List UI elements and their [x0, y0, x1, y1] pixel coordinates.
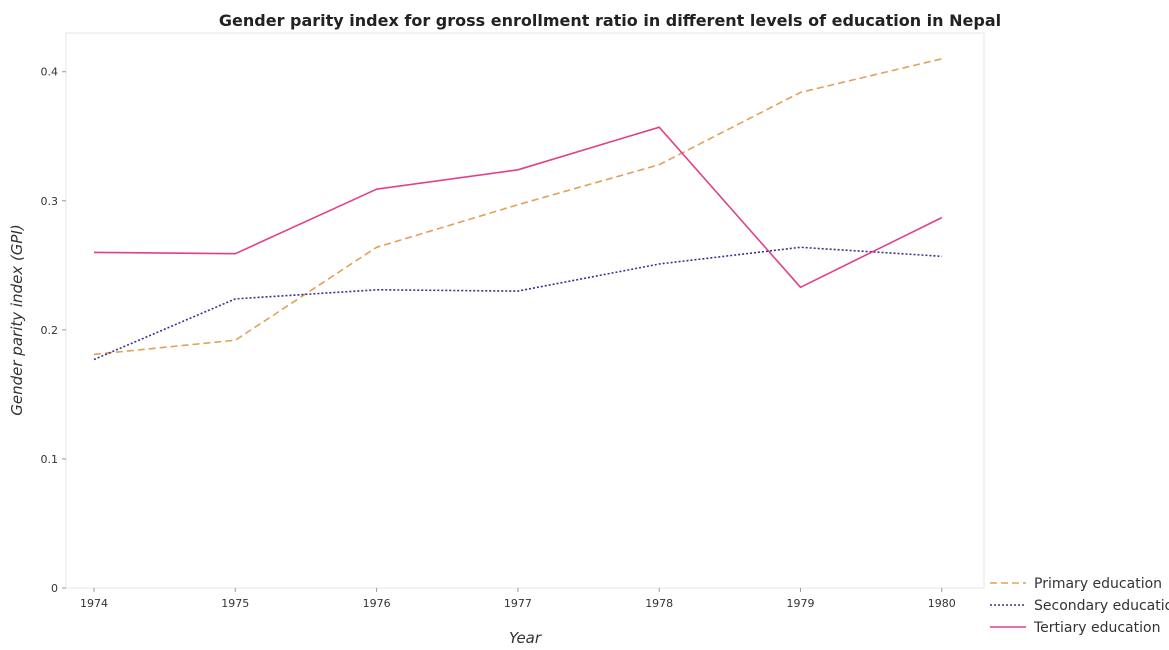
x-tick-label: 1978	[645, 597, 673, 610]
series-line-tertiary-education	[93, 126, 943, 289]
y-tick-label: 0.2	[41, 324, 59, 337]
legend-label-secondary-education: Secondary education	[1034, 598, 1169, 614]
y-tick-label: 0.1	[41, 453, 59, 466]
series-line-primary-education	[93, 58, 942, 356]
legend-label-tertiary-education: Tertiary education	[1033, 620, 1160, 636]
y-tick-label: 0.4	[41, 66, 59, 79]
y-tick-label: 0	[51, 582, 58, 595]
chart-title: Gender parity index for gross enrollment…	[219, 11, 1001, 30]
x-axis-label: Year	[509, 629, 542, 647]
x-tick-label: 1980	[928, 597, 956, 610]
y-tick-label: 0.3	[41, 195, 59, 208]
legend-label-primary-education: Primary education	[1034, 576, 1162, 592]
x-tick-label: 1977	[504, 597, 532, 610]
series-line-secondary-education	[93, 246, 942, 361]
x-tick-label: 1979	[787, 597, 815, 610]
x-tick-label: 1974	[80, 597, 108, 610]
x-axis: 1974 1975 1976 1977 1978 1979 1980	[80, 588, 956, 610]
plot-area	[65, 32, 985, 589]
series-layer	[93, 58, 943, 361]
x-tick-label: 1976	[363, 597, 391, 610]
y-axis-label: Gender parity index (GPI)	[8, 224, 26, 415]
legend: Primary education Secondary education Tert…	[990, 576, 1169, 636]
x-tick-label: 1975	[221, 597, 249, 610]
y-axis: 0 0.1 0.2 0.3 0.4	[41, 66, 66, 595]
